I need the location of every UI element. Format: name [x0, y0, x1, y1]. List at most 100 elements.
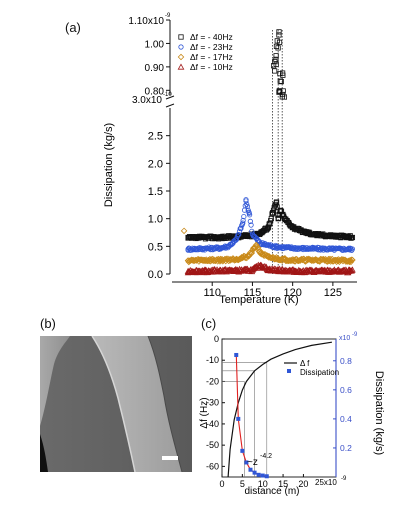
x-tick-label: 125 — [324, 287, 342, 299]
dissipation-point — [234, 352, 239, 357]
y-tick-label: -50 — [206, 440, 219, 450]
data-point-key — [217, 234, 223, 241]
x-tick-label: 110 — [203, 287, 221, 299]
data-point — [215, 256, 223, 264]
legend-label-dissipation: Dissipation — [300, 368, 339, 377]
data-point — [249, 228, 255, 234]
peak-point — [272, 68, 278, 74]
data-point — [266, 221, 272, 227]
y-tick-label: 0 — [214, 334, 219, 344]
series-diamond — [180, 227, 356, 266]
x-tick-label: 5 — [240, 479, 245, 489]
data-point-key — [306, 245, 312, 252]
data-point-key — [216, 256, 224, 264]
legend-label: Δf = - 10Hz — [190, 62, 233, 72]
data-point-key — [201, 234, 207, 241]
data-point-key — [217, 245, 223, 251]
data-point-key — [233, 237, 239, 243]
data-point-key — [281, 256, 288, 263]
data-point-key — [298, 228, 304, 234]
series-triangle — [184, 261, 356, 276]
legend-label-df: Δ f — [300, 359, 310, 368]
y2-tick-label: 0.4 — [340, 414, 352, 424]
data-point — [274, 204, 280, 210]
lower-y-tick-label: 0.0 — [148, 269, 163, 281]
dissipation-point — [244, 460, 249, 465]
df-curve — [227, 341, 332, 478]
chart-c-x-exponent: 25x10 — [315, 478, 337, 487]
data-point-key — [330, 246, 336, 252]
data-point-key — [257, 240, 264, 247]
data-point — [349, 246, 356, 252]
legend-label: Δf = - 17Hz — [190, 52, 233, 62]
legend-label: Δf = - 40Hz — [190, 32, 233, 42]
lower-y-tick-label: 2.0 — [148, 158, 163, 170]
data-point-key — [346, 246, 352, 252]
data-point — [242, 203, 248, 209]
data-point-key — [257, 249, 264, 257]
dissipation-point — [252, 470, 257, 475]
data-point-key — [233, 255, 240, 263]
data-point-key — [201, 245, 207, 252]
chart-a: 1.10x10 -9 1.00 0.90 0.803.0x10 -10 0.0 0.5 1.0 1… — [103, 13, 357, 306]
y-tick-label: -20 — [206, 376, 219, 386]
data-point-key — [200, 267, 208, 274]
data-point-key — [306, 230, 312, 236]
y-tick-label: -10 — [206, 355, 219, 365]
data-point — [349, 234, 356, 241]
data-point-key — [257, 261, 264, 268]
data-point-key — [297, 267, 305, 274]
x-tick-label: 10 — [258, 479, 268, 489]
data-point — [248, 222, 254, 228]
dissipation-point — [240, 448, 245, 453]
data-point-key — [277, 207, 284, 213]
x-tick-label: 0 — [219, 479, 224, 489]
lower-y-tick-label: 1.5 — [148, 186, 163, 198]
chart-c-axes: 0 -10 -20 -30 -40 -50 -60 0.8 0.6 0.4 0.2 0 5 10 15 20 — [206, 334, 352, 489]
scale-bar — [162, 456, 178, 460]
peak-point — [280, 70, 286, 76]
legend-marker — [177, 63, 185, 70]
legend-marker — [177, 53, 185, 61]
data-point-key — [185, 235, 191, 241]
axis-break — [165, 95, 175, 100]
peak-point — [280, 88, 286, 94]
data-point-key — [249, 231, 256, 237]
afm-micrograph — [40, 336, 192, 472]
x-tick-label: 115 — [244, 287, 262, 299]
data-point-key — [290, 224, 296, 230]
peak-point — [277, 78, 283, 84]
data-point-key — [346, 234, 352, 240]
data-point — [349, 266, 356, 273]
data-point-key — [184, 257, 192, 264]
y2-tick-label: 0.8 — [340, 356, 352, 366]
data-point-key — [321, 267, 329, 274]
upper-y-tick-label: 1.00 — [145, 39, 165, 50]
chart-c-y2-exponent: x10 — [339, 335, 350, 342]
data-point — [270, 207, 277, 214]
plot-frame — [221, 338, 337, 478]
terrace-1 — [40, 336, 70, 426]
chart-c-annotation-power: -4.2 — [260, 453, 272, 460]
chart-a-marks — [180, 29, 356, 276]
data-point — [186, 257, 193, 264]
chart-c-xlabel: distance (m) — [244, 486, 299, 497]
data-point — [244, 203, 251, 210]
data-point-key — [273, 244, 280, 250]
upper-y-tick-label: 0.90 — [145, 63, 165, 74]
x-tick-label: 15 — [278, 479, 288, 489]
data-point-key — [269, 210, 276, 216]
legend-label: Δf = - 23Hz — [190, 42, 233, 52]
peak-point — [273, 56, 279, 62]
data-point-key — [245, 253, 252, 260]
data-point-key — [265, 254, 272, 261]
chart-c-ylabel: Δf (Hz) — [199, 397, 210, 428]
legend-marker — [178, 44, 184, 50]
data-point — [275, 215, 282, 221]
data-point-key — [246, 210, 252, 216]
peak-point — [281, 94, 288, 100]
data-point — [310, 257, 318, 264]
data-point-key — [185, 246, 191, 252]
data-point-key — [345, 267, 353, 274]
data-point-key — [297, 256, 304, 264]
